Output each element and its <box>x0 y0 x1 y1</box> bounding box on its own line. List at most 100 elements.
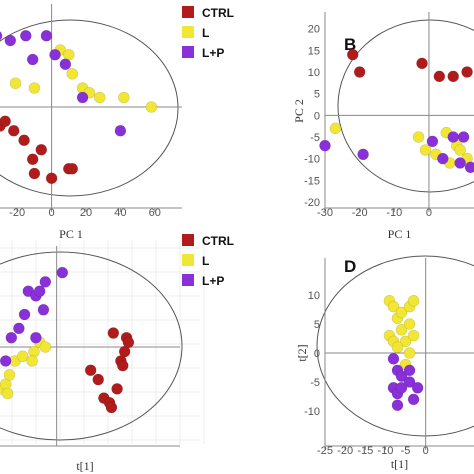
data-point <box>416 57 428 70</box>
data-point <box>346 48 359 61</box>
x-tick-label: -10 <box>386 207 402 219</box>
legend-swatch <box>182 274 194 286</box>
data-point <box>56 266 69 279</box>
data-point <box>13 322 25 335</box>
data-point <box>37 303 50 316</box>
data-point <box>114 124 127 137</box>
data-point <box>16 350 29 363</box>
data-point <box>105 401 118 414</box>
x-tick-label: -15 <box>357 445 373 457</box>
data-point <box>26 53 39 66</box>
x-axis-label: PC 1 <box>388 227 412 241</box>
data-point <box>395 370 408 383</box>
series-lpp <box>387 352 424 412</box>
y-tick-label: 20 <box>308 24 320 36</box>
data-point <box>454 157 466 169</box>
data-point <box>49 48 61 61</box>
x-axis-label: PC 1 <box>59 227 83 241</box>
x-tick-label: -5 <box>401 445 411 457</box>
legend-swatch <box>182 6 194 18</box>
data-point <box>419 144 432 156</box>
y-tick-label: -20 <box>304 197 320 209</box>
data-point <box>447 70 460 83</box>
data-point <box>66 67 79 80</box>
data-point <box>76 91 89 104</box>
series-lpp <box>319 131 474 174</box>
data-point <box>7 124 20 137</box>
y-tick-label: 0 <box>314 348 320 360</box>
x-tick-label: -25 <box>317 445 333 457</box>
data-point <box>412 131 425 143</box>
x-tick-label: 0 <box>423 445 429 457</box>
legend-swatch <box>182 46 194 58</box>
data-point <box>0 115 11 128</box>
x-tick-label: 0 <box>426 207 432 219</box>
panel-letter: D <box>344 257 356 276</box>
legend-label: L+P <box>202 46 224 60</box>
data-point <box>39 276 52 288</box>
data-point <box>18 308 31 321</box>
data-point <box>391 399 404 412</box>
x-tick-label: 0 <box>49 207 55 219</box>
data-point <box>447 131 460 143</box>
data-point <box>116 359 129 372</box>
x-tick-label: 20 <box>80 207 92 219</box>
legend: CTRL L L+P <box>182 6 234 60</box>
data-point <box>329 122 342 135</box>
data-point <box>0 31 3 41</box>
series-lpp <box>0 266 69 367</box>
series-l <box>0 336 52 400</box>
data-point <box>145 101 158 113</box>
data-point <box>45 172 58 185</box>
legend-label: CTRL <box>202 6 234 20</box>
data-point <box>454 144 466 156</box>
series-ctrl <box>346 48 473 83</box>
x-axis-label: t[1] <box>76 459 93 473</box>
series-ctrl <box>0 115 79 185</box>
panel-a: -20 0 20 40 60 PC 1 CTRL L L+P <box>0 4 234 241</box>
legend-label: L <box>202 26 209 40</box>
data-point <box>26 153 39 166</box>
data-point <box>84 364 97 377</box>
data-point <box>0 355 12 367</box>
data-point <box>407 393 420 406</box>
data-point <box>461 66 473 78</box>
x-tick-label: -30 <box>317 207 333 219</box>
legend-swatch <box>182 234 194 246</box>
legend-label: L+P <box>202 274 224 288</box>
y-tick-label: 10 <box>308 67 320 79</box>
data-point <box>66 162 79 175</box>
data-point <box>319 139 331 152</box>
data-point <box>33 285 46 298</box>
x-tick-label: -20 <box>352 207 368 219</box>
data-point <box>433 70 446 83</box>
data-point <box>426 135 439 148</box>
y-tick-label: 5 <box>314 319 320 331</box>
data-point <box>411 381 424 394</box>
data-point <box>118 91 130 104</box>
data-point <box>3 369 16 381</box>
data-point <box>9 77 22 90</box>
y-tick-label: -15 <box>304 175 320 187</box>
data-point <box>437 152 449 165</box>
series-l <box>329 122 473 169</box>
data-point <box>387 300 400 313</box>
data-point <box>39 341 52 353</box>
data-point <box>111 383 123 395</box>
series-lpp <box>0 29 127 137</box>
y-tick-label: -10 <box>304 154 320 166</box>
x-tick-label: 60 <box>149 207 161 219</box>
panel-c: t[1] CTRL L L+P <box>0 234 234 473</box>
data-point <box>107 327 120 339</box>
confidence-ellipse <box>0 19 179 197</box>
data-point <box>395 323 408 336</box>
data-point <box>19 29 32 42</box>
data-point <box>464 161 474 174</box>
data-point <box>403 376 416 388</box>
confidence-ellipse <box>0 251 183 441</box>
legend-swatch <box>182 26 194 38</box>
data-point <box>353 66 366 78</box>
legend-swatch <box>182 254 194 266</box>
